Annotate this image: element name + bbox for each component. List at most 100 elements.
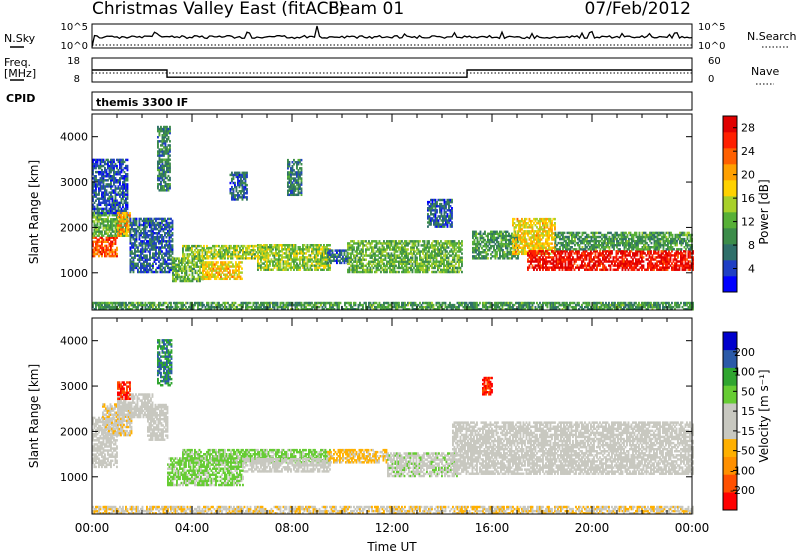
power-cell [105,230,108,233]
power-cell [440,209,443,212]
power-cell [99,240,102,244]
power-cell [515,226,517,229]
power-cell [113,183,115,186]
power-cell [101,238,103,241]
power-cell [459,266,462,270]
power-cell [116,158,118,162]
nsky-tick-top: 10^5 [61,22,88,33]
power-cell [159,264,162,268]
power-cell [134,252,136,255]
power-cell [158,240,160,243]
power-cell [105,207,108,211]
power-cell [408,270,411,274]
power-cell [169,178,171,182]
power-cell [121,212,124,215]
power-cell [159,268,162,272]
power-cell [153,240,156,243]
power-cell [107,232,109,235]
power-cell [114,193,117,196]
power-cell [146,242,148,245]
power-cell [120,193,123,196]
power-cell [122,185,124,188]
power-cell [141,256,144,259]
power-cell [120,211,123,215]
power-cell [129,252,132,255]
power-cell [159,221,162,225]
power-cell [96,220,99,223]
power-cell [125,164,127,168]
power-cell [110,170,112,174]
power-cell [143,264,145,268]
power-cell [102,181,105,184]
power-cell [95,187,97,190]
power-cell [92,244,94,248]
power-cell [264,252,267,255]
power-cell [95,175,97,178]
power-cell [127,230,130,233]
power-cell [143,221,145,225]
power-cell [149,258,151,261]
power-cell [343,251,346,254]
power-cell [149,242,151,245]
power-cell [101,207,103,211]
power-cell [126,201,129,205]
power-cell [144,266,147,270]
power-cell [108,214,111,217]
power-cell [113,211,115,215]
power-cell [123,191,126,194]
power-cell [152,223,154,227]
power-cell [152,270,154,274]
power-cell [158,242,160,245]
power-cell [114,209,117,213]
power-cell [122,203,124,207]
power-cell [104,191,106,194]
power-cell [147,258,150,261]
power-cell [147,270,150,274]
power-cell [152,254,154,257]
power-cell [125,183,127,186]
power-cell [125,228,127,231]
power-cell [114,201,117,205]
power-cell [110,246,112,250]
power-cell [93,189,96,192]
power-cell [107,185,109,188]
power-cell [95,240,97,244]
power-cell [447,246,450,249]
power-cell [92,187,94,190]
nsearch-tick-top: 10^5 [698,22,725,33]
power-cell [144,238,147,241]
power-cell [93,162,96,166]
power-cell [365,240,367,243]
power-cell [153,256,156,259]
power-cell [290,268,292,271]
power-cell [140,244,142,247]
power-cell [146,266,148,270]
power-cell [93,250,96,254]
power-cell [102,246,105,250]
power-cell [141,246,144,249]
power-cell [114,218,117,221]
power-cell [132,252,135,255]
power-cell [140,232,142,235]
power-cell [246,173,248,177]
power-cell [122,193,124,196]
power-cell [132,266,135,270]
power-cell [137,258,139,261]
power-cell [287,167,289,170]
power-cell [368,240,370,243]
power-cell [119,201,121,205]
power-cell [123,170,126,174]
power-cell [93,185,96,188]
power-cell [113,207,115,211]
power-cell [437,240,439,243]
power-cell [158,221,160,225]
power-cell [98,232,100,235]
power-cell [120,224,122,227]
power-cell [147,242,150,245]
power-cell [126,185,129,188]
power-cell [146,256,148,259]
power-cell [132,270,135,274]
freq-label: Freq. [4,56,31,69]
power-cell [116,170,118,174]
power-cell [108,252,111,256]
